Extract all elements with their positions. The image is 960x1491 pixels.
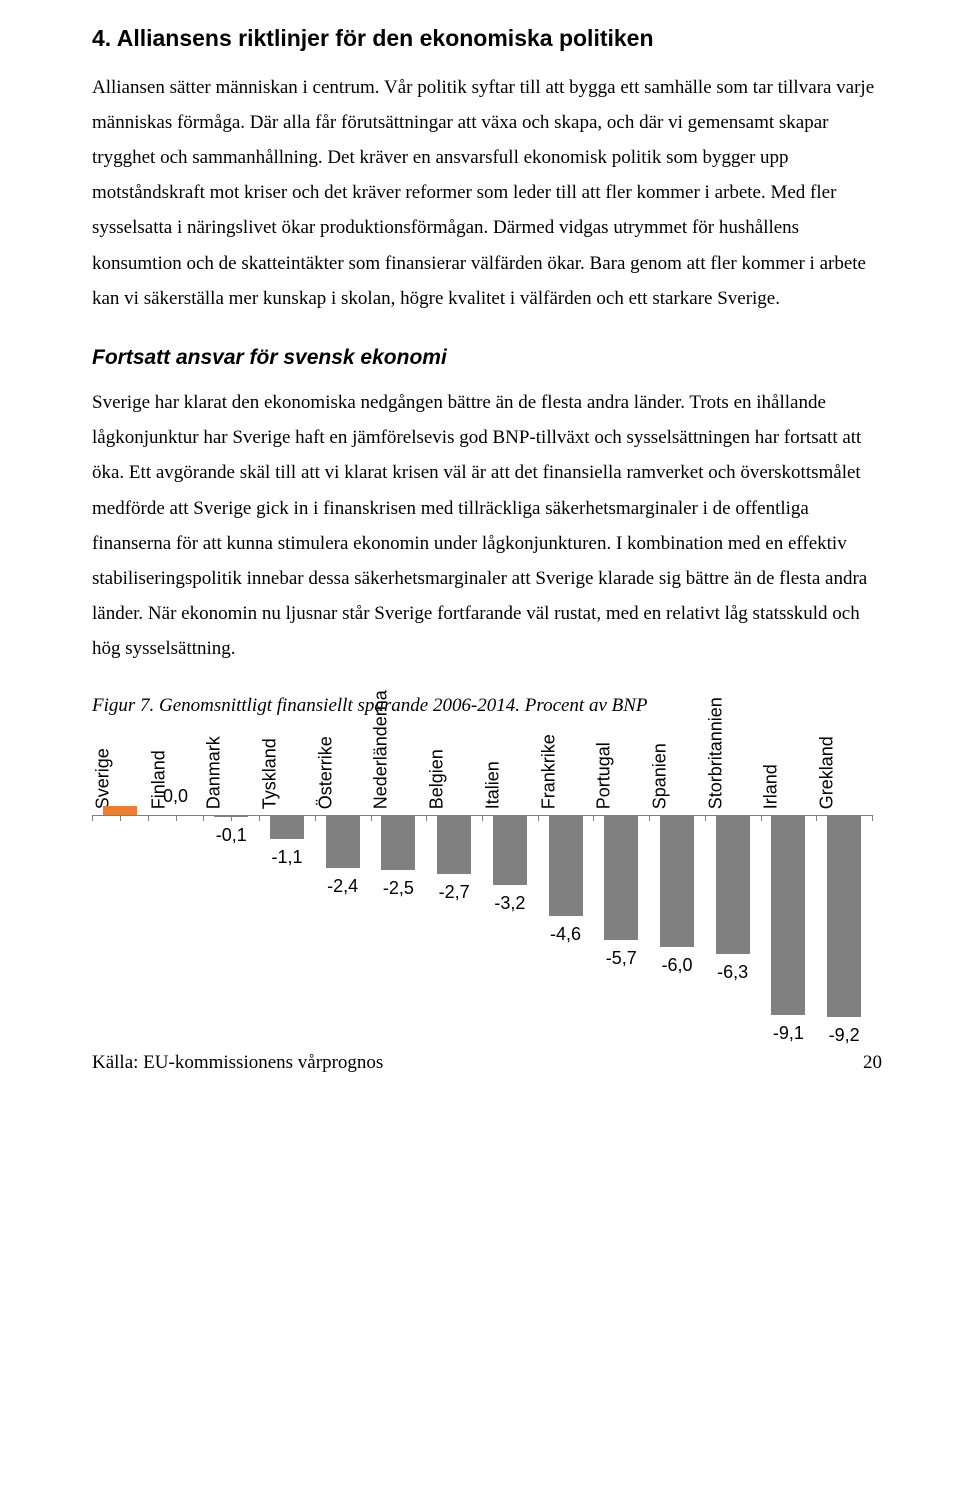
subsection-heading: Fortsatt ansvar för svensk ekonomi bbox=[92, 344, 882, 371]
bar bbox=[549, 815, 583, 916]
category-label: Nederländerna bbox=[365, 690, 398, 809]
bar bbox=[660, 815, 694, 947]
value-label: -5,7 bbox=[606, 942, 637, 975]
chart-column: Tyskland-1,1 bbox=[259, 725, 315, 1043]
category-label: Sverige bbox=[87, 748, 120, 809]
bar bbox=[103, 806, 137, 815]
value-label: 0,0 bbox=[163, 780, 188, 813]
chart-column: Grekland-9,2 bbox=[816, 725, 872, 1043]
section-heading: 4. Alliansens riktlinjer för den ekonomi… bbox=[92, 24, 882, 54]
chart-column: Österrike-2,4 bbox=[315, 725, 371, 1043]
category-label: Belgien bbox=[421, 749, 454, 809]
category-label: Tyskland bbox=[254, 738, 287, 809]
category-label: Österrike bbox=[309, 736, 342, 809]
paragraph-2: Sverige har klarat den ekonomiska nedgån… bbox=[92, 385, 882, 666]
bar-chart: SverigeFinland0,0Danmark-0,1Tyskland-1,1… bbox=[92, 725, 872, 1043]
chart-container: SverigeFinland0,0Danmark-0,1Tyskland-1,1… bbox=[92, 725, 882, 1043]
chart-column: Nederländerna-2,5 bbox=[371, 725, 427, 1043]
chart-column: Danmark-0,1 bbox=[203, 725, 259, 1043]
category-label: Spanien bbox=[644, 743, 677, 809]
category-label: Grekland bbox=[811, 736, 844, 809]
bar bbox=[326, 815, 360, 868]
category-label: Portugal bbox=[588, 742, 621, 809]
bar bbox=[381, 815, 415, 870]
value-label: -3,2 bbox=[494, 887, 525, 920]
value-label: -6,3 bbox=[717, 956, 748, 989]
bar bbox=[604, 815, 638, 940]
value-label: -4,6 bbox=[550, 918, 581, 951]
bar bbox=[270, 815, 304, 839]
chart-column: Frankrike-4,6 bbox=[538, 725, 594, 1043]
bar bbox=[437, 815, 471, 874]
figure-title: Figur 7. Genomsnittligt finansiellt spar… bbox=[92, 694, 882, 719]
category-label: Frankrike bbox=[532, 734, 565, 809]
bar bbox=[493, 815, 527, 885]
chart-source: Källa: EU-kommissionens vårprognos bbox=[92, 1051, 383, 1076]
bar bbox=[214, 815, 248, 817]
value-label: -0,1 bbox=[216, 819, 247, 852]
chart-column: Irland-9,1 bbox=[761, 725, 817, 1043]
category-label: Danmark bbox=[198, 736, 231, 809]
category-label: Irland bbox=[755, 764, 788, 809]
value-label: -9,2 bbox=[829, 1019, 860, 1052]
bar bbox=[716, 815, 750, 954]
chart-column: Finland0,0 bbox=[148, 725, 204, 1043]
axis-tick bbox=[872, 815, 873, 821]
value-label: -2,5 bbox=[383, 872, 414, 905]
category-label: Italien bbox=[477, 761, 510, 809]
chart-column: Storbritannien-6,3 bbox=[705, 725, 761, 1043]
chart-column: Belgien-2,7 bbox=[426, 725, 482, 1043]
value-label: -2,4 bbox=[327, 870, 358, 903]
chart-column: Sverige bbox=[92, 725, 148, 1043]
chart-column: Italien-3,2 bbox=[482, 725, 538, 1043]
paragraph-1: Alliansen sätter människan i centrum. Vå… bbox=[92, 70, 882, 316]
value-label: -6,0 bbox=[661, 949, 692, 982]
bar bbox=[771, 815, 805, 1015]
value-label: -1,1 bbox=[271, 841, 302, 874]
page-footer: Källa: EU-kommissionens vårprognos 20 bbox=[92, 1047, 882, 1076]
chart-column: Spanien-6,0 bbox=[649, 725, 705, 1043]
bar bbox=[827, 815, 861, 1017]
page-number: 20 bbox=[863, 1051, 882, 1076]
category-label: Storbritannien bbox=[699, 697, 732, 809]
value-label: -9,1 bbox=[773, 1017, 804, 1050]
chart-column: Portugal-5,7 bbox=[593, 725, 649, 1043]
value-label: -2,7 bbox=[439, 876, 470, 909]
